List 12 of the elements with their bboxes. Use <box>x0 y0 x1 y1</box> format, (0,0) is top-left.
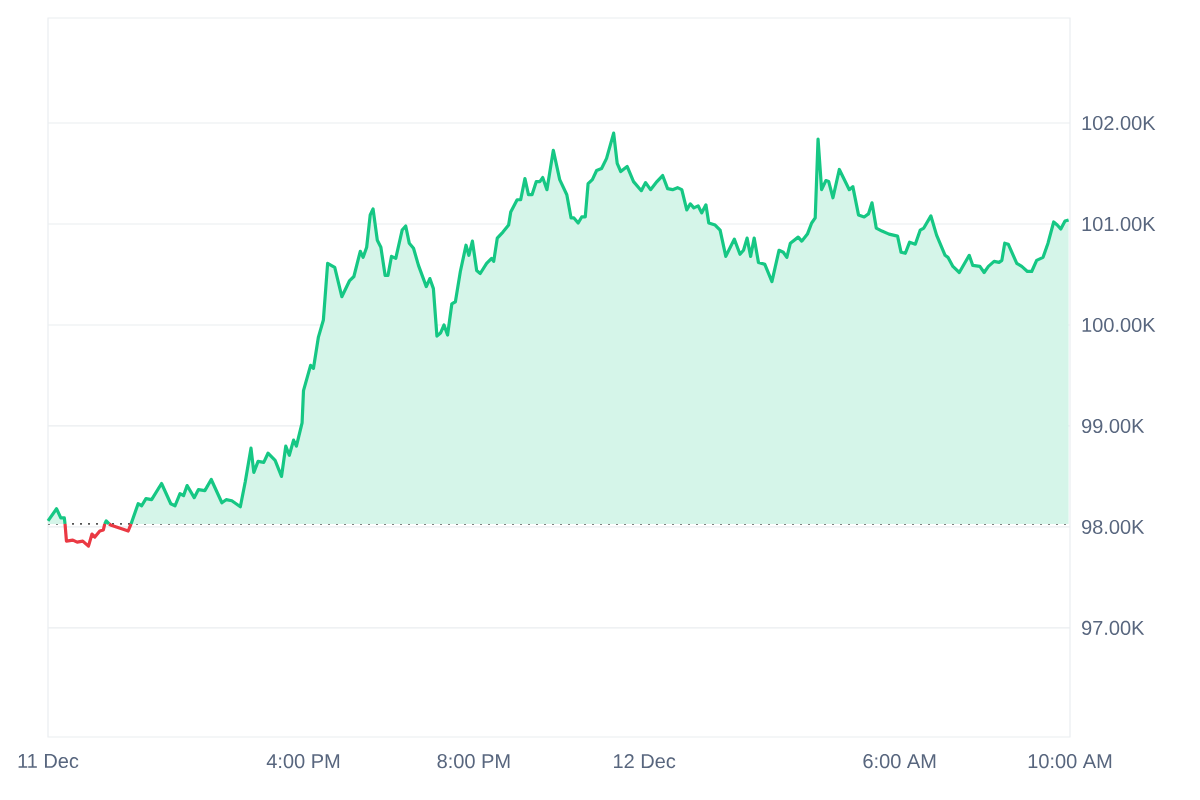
x-tick-label: 12 Dec <box>614 754 676 769</box>
x-tick-label: 11 Dec <box>18 754 79 769</box>
y-tick-label: 98.00K <box>1082 519 1145 535</box>
y-tick-label: 100.00K <box>1082 317 1156 333</box>
x-tick-label: 10:00 AM <box>1028 754 1112 769</box>
x-tick-label: 8:00 PM <box>437 754 510 769</box>
y-tick-label: 99.00K <box>1082 418 1145 434</box>
x-tick-label: 6:00 AM <box>863 754 936 769</box>
y-tick-label: 102.00K <box>1082 115 1156 131</box>
y-tick-label: 101.00K <box>1082 216 1156 232</box>
x-tick-label: 4:00 PM <box>266 754 340 769</box>
y-tick-label: 97.00K <box>1082 620 1145 636</box>
